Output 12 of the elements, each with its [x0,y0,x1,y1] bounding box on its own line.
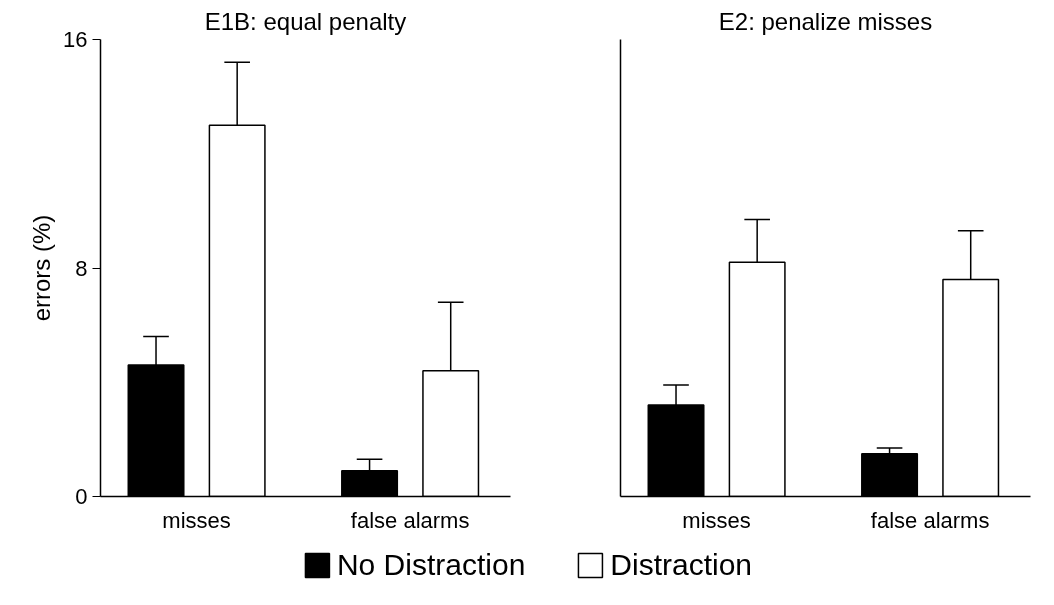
x-tick-label: misses [682,507,751,533]
y-tick-label: 16 [63,27,88,52]
y-tick-label: 0 [75,484,88,509]
chart-title: E2: penalize misses [718,7,933,35]
x-tick-label: false alarms [870,507,990,533]
x-tick-label: misses [162,507,231,533]
y-axis-title: errors (%) [28,214,56,322]
chart-title: E1B: equal penalty [204,7,407,35]
x-tick-label: false alarms [350,507,470,533]
legend-label: No Distraction [336,548,526,582]
legend-label: Distraction [610,548,753,582]
y-tick-label: 8 [75,255,88,281]
